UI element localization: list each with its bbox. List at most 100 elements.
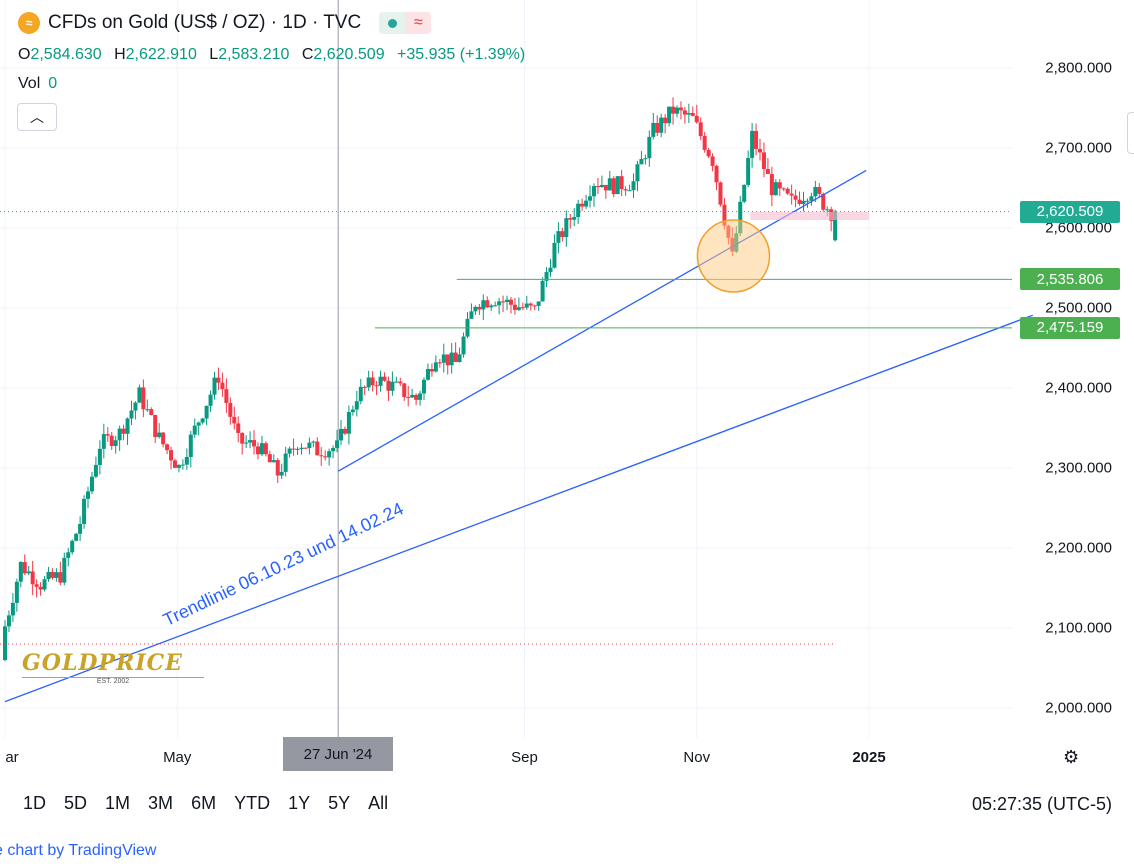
candle-body (445, 354, 450, 366)
candle-body (706, 149, 711, 157)
candle-body (591, 186, 596, 197)
candle-body (453, 352, 458, 362)
candle-body (769, 173, 774, 196)
candle-body (718, 182, 723, 205)
range-ytd-button[interactable]: YTD (234, 793, 271, 813)
candle-body (402, 383, 407, 397)
range-5d-button[interactable]: 5D (64, 793, 88, 813)
candle-body (619, 176, 624, 190)
range-3m-button[interactable]: 3M (148, 793, 174, 813)
range-1y-button[interactable]: 1Y (288, 793, 311, 813)
candle-body (489, 305, 494, 308)
candle-body (244, 442, 249, 444)
candle-body (38, 586, 43, 590)
candle-body (603, 185, 608, 191)
range-5y-button[interactable]: 5Y (328, 793, 351, 813)
side-panel-handle[interactable] (1127, 112, 1134, 154)
candle-body (252, 440, 257, 447)
candle-body (493, 305, 498, 307)
candle-body (536, 301, 541, 306)
candle-body (342, 428, 347, 434)
price-tag-2: 2,535.806 (1020, 268, 1120, 291)
range-1d-button[interactable]: 1D (23, 793, 47, 813)
candle-body (552, 242, 557, 268)
candle-body (686, 113, 691, 115)
candle-body (398, 381, 403, 384)
candle-body (224, 389, 229, 403)
logo-subtitle: EST. 2002 (22, 677, 204, 685)
candle-body (192, 425, 197, 435)
candle-body (386, 380, 391, 391)
candle-body (295, 448, 300, 450)
candle-body (240, 432, 245, 444)
candle-body (508, 299, 513, 305)
candle-body (437, 362, 442, 364)
candle-body (97, 448, 102, 465)
candle-body (10, 602, 15, 616)
candle-body (34, 584, 39, 587)
chart-header: ≈ CFDs on Gold (US$ / OZ) · 1D · TVC ≈ (18, 12, 432, 34)
candle-body (149, 409, 154, 415)
volume-value: 0 (48, 75, 58, 92)
range-6m-button[interactable]: 6M (191, 793, 217, 813)
candle-body (50, 571, 55, 578)
candle-body (754, 130, 759, 149)
candle-body (220, 382, 225, 390)
candle-body (516, 307, 521, 310)
gear-icon[interactable]: ⚙ (1063, 747, 1080, 767)
candle-body (232, 416, 237, 424)
market-status-badge[interactable]: ≈ (379, 12, 432, 34)
symbol-title[interactable]: CFDs on Gold (US$ / OZ) · 1D · TVC (48, 12, 362, 33)
candle-body (216, 377, 221, 383)
candle-body (690, 113, 695, 116)
candle-body (153, 414, 158, 437)
time-tick-label: Sep (511, 749, 538, 766)
candle-body (671, 106, 676, 114)
candle-body (710, 156, 715, 166)
candle-body (362, 386, 367, 388)
candle-body (311, 441, 316, 443)
range-1m-button[interactable]: 1M (105, 793, 131, 813)
candle-body (255, 446, 260, 455)
candle-body (323, 456, 328, 458)
candle-body (70, 540, 75, 553)
candle-body (204, 405, 209, 419)
candle-body (117, 428, 122, 441)
logo-wordmark: GOLDPRICE (22, 650, 183, 676)
price-tick-label: 2,300.000 (1045, 459, 1112, 477)
candle-body (208, 394, 213, 406)
candle-body (528, 303, 533, 306)
tradingview-attribution[interactable]: e chart by TradingView (0, 842, 157, 859)
candle-body (809, 196, 814, 201)
close-label: C (301, 46, 314, 63)
open-value: 2,584.630 (30, 46, 102, 63)
candle-body (738, 201, 743, 234)
candle-body (161, 432, 166, 445)
candle-body (236, 423, 241, 433)
candle-body (655, 122, 660, 133)
candle-body (675, 107, 679, 114)
candle-body (346, 412, 351, 434)
candle-body (394, 381, 399, 383)
candle-body (93, 464, 98, 477)
candle-body (414, 394, 419, 400)
price-tick-label: 2,500.000 (1045, 299, 1112, 317)
goldprice-logo: GOLDPRICE EST. 2002 (22, 650, 204, 686)
candle-body (196, 422, 201, 426)
candle-body (568, 218, 573, 220)
timezone-clock[interactable]: 05:27:35 (UTC-5) (971, 794, 1112, 814)
candle-body (532, 305, 537, 307)
candle-body (702, 136, 707, 150)
candle-body (14, 581, 19, 603)
candle-body (580, 203, 585, 207)
candle-body (350, 409, 355, 413)
collapse-legend-button[interactable]: ︿ (17, 103, 57, 131)
range-all-button[interactable]: All (368, 793, 389, 813)
candle-body (813, 187, 818, 197)
candle-body (425, 369, 430, 380)
candle-body (694, 115, 699, 123)
candle-body (817, 187, 822, 194)
candle-body (66, 552, 71, 558)
